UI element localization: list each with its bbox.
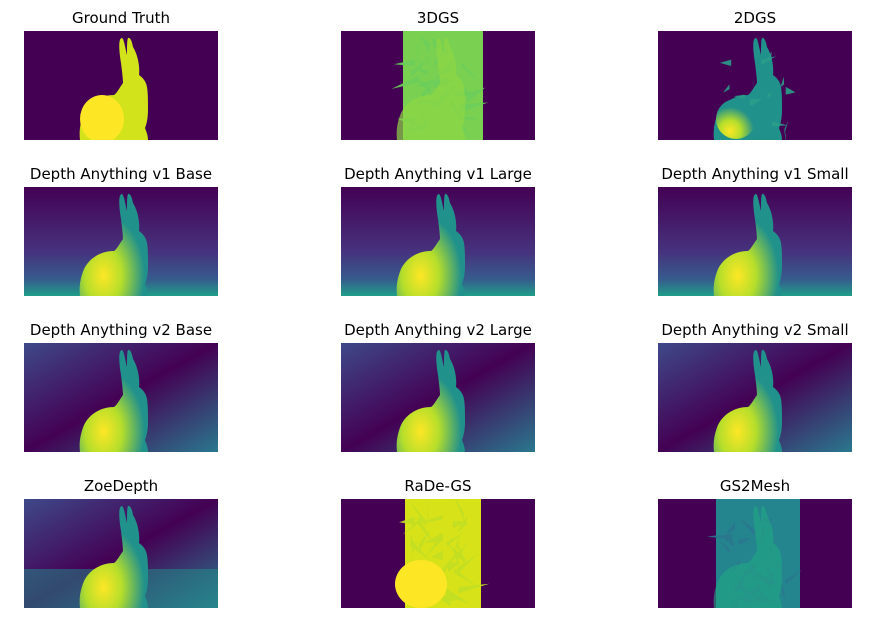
panel-title: Depth Anything v1 Large — [344, 165, 532, 183]
panel-title: Depth Anything v1 Small — [661, 165, 849, 183]
depth-image — [24, 187, 218, 296]
depth-image — [658, 187, 852, 296]
panel-title: Depth Anything v1 Base — [29, 165, 213, 183]
depth-image — [24, 499, 218, 608]
panel-title: Depth Anything v2 Small — [661, 321, 849, 339]
panel-title: Depth Anything v2 Large — [344, 321, 532, 339]
depth-image — [341, 187, 535, 296]
depth-image — [24, 343, 218, 452]
panel-title: GS2Mesh — [719, 477, 791, 495]
depth-image — [24, 31, 218, 140]
panel-title: Ground Truth — [72, 9, 170, 27]
panel-title: ZoeDepth — [83, 477, 159, 495]
depth-image — [341, 499, 535, 608]
panel-title: Depth Anything v2 Base — [29, 321, 213, 339]
depth-image — [658, 499, 852, 608]
depth-image — [658, 31, 852, 140]
panel-title: 3DGS — [416, 9, 460, 27]
depth-image — [341, 31, 535, 140]
depth-image — [341, 343, 535, 452]
panel-title: RaDe-GS — [404, 477, 472, 495]
depth-image — [658, 343, 852, 452]
panel-title: 2DGS — [733, 9, 777, 27]
